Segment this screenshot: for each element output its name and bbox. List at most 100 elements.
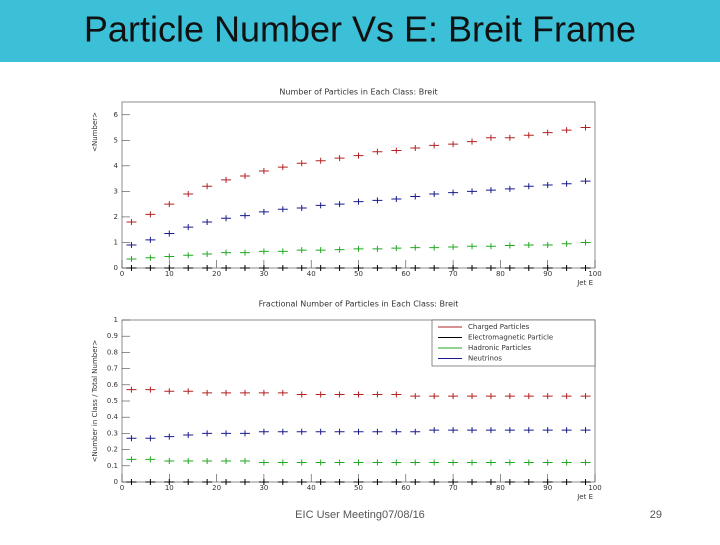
data-point	[202, 183, 213, 190]
y-tick-label: 0.2	[107, 446, 118, 454]
data-point	[561, 479, 572, 485]
data-point	[542, 459, 553, 466]
data-point	[448, 189, 459, 196]
data-point	[334, 155, 345, 162]
data-point	[334, 391, 345, 398]
data-point	[239, 212, 250, 219]
data-point	[504, 185, 515, 192]
data-point	[315, 479, 326, 485]
data-point	[372, 479, 383, 485]
data-point	[448, 244, 459, 251]
data-point	[202, 250, 213, 257]
data-point	[221, 389, 232, 396]
data-point	[523, 183, 534, 190]
data-point	[183, 432, 194, 439]
data-point	[296, 479, 307, 485]
data-point	[580, 479, 591, 485]
data-point	[315, 459, 326, 466]
data-point	[183, 190, 194, 197]
data-point	[183, 265, 194, 271]
data-point	[183, 479, 194, 485]
data-point	[467, 138, 478, 145]
data-point	[277, 459, 288, 466]
data-point	[542, 479, 553, 485]
data-point	[504, 393, 515, 400]
data-point	[372, 197, 383, 204]
data-point	[580, 124, 591, 131]
y-tick-label: 0.8	[107, 348, 118, 356]
data-point	[315, 157, 326, 164]
data-point	[126, 256, 137, 263]
page-number: 29	[650, 509, 662, 521]
data-point	[164, 457, 175, 464]
data-point	[504, 134, 515, 141]
data-point	[448, 427, 459, 434]
data-point	[202, 265, 213, 271]
data-point	[296, 160, 307, 167]
data-point	[145, 211, 156, 218]
data-point	[126, 242, 137, 249]
x-tick-label: 70	[449, 484, 458, 492]
x-tick-label: 100	[588, 484, 601, 492]
data-point	[561, 180, 572, 187]
data-point	[410, 459, 421, 466]
data-point	[164, 479, 175, 485]
data-point	[429, 265, 440, 271]
y-axis-label: <Number>	[91, 112, 99, 152]
data-point	[296, 428, 307, 435]
data-point	[183, 388, 194, 395]
y-tick-label: 5	[114, 136, 118, 144]
y-tick-label: 4	[114, 162, 119, 170]
x-tick-label: 30	[259, 484, 268, 492]
x-tick-label: 100	[588, 270, 601, 278]
data-point	[277, 206, 288, 213]
y-tick-label: 3	[114, 187, 118, 195]
y-tick-label: 0	[114, 264, 118, 272]
title-bar	[0, 0, 720, 62]
data-point	[542, 242, 553, 249]
x-tick-label: 0	[120, 484, 124, 492]
data-point	[239, 430, 250, 437]
data-point	[258, 389, 269, 396]
data-point	[296, 247, 307, 254]
data-point	[296, 391, 307, 398]
data-point	[448, 459, 459, 466]
data-point	[277, 265, 288, 271]
data-point	[485, 265, 496, 271]
data-point	[485, 243, 496, 250]
data-point	[258, 479, 269, 485]
chart-title: Number of Particles in Each Class: Breit	[279, 88, 437, 97]
data-point	[183, 252, 194, 259]
data-point	[145, 265, 156, 271]
data-point	[145, 456, 156, 463]
data-point	[523, 265, 534, 271]
footer: EIC User Meeting07/08/16	[295, 509, 425, 521]
data-point	[429, 479, 440, 485]
data-point	[258, 265, 269, 271]
legend-label: Electromagnetic Particle	[468, 334, 553, 342]
data-point	[296, 459, 307, 466]
data-point	[164, 201, 175, 208]
data-point	[126, 386, 137, 393]
data-point	[126, 435, 137, 442]
data-point	[561, 393, 572, 400]
legend-label: Neutrinos	[468, 355, 502, 363]
data-point	[391, 265, 402, 271]
data-point	[580, 427, 591, 434]
data-point	[485, 479, 496, 485]
data-point	[239, 389, 250, 396]
data-point	[410, 428, 421, 435]
x-tick-label: 50	[354, 484, 363, 492]
data-point	[334, 246, 345, 253]
data-point	[183, 457, 194, 464]
data-point	[391, 479, 402, 485]
data-point	[183, 224, 194, 231]
data-point	[504, 242, 515, 249]
data-point	[221, 249, 232, 256]
data-point	[523, 132, 534, 139]
data-point	[561, 240, 572, 247]
data-point	[580, 459, 591, 466]
data-point	[429, 190, 440, 197]
x-tick-label: 20	[212, 270, 221, 278]
